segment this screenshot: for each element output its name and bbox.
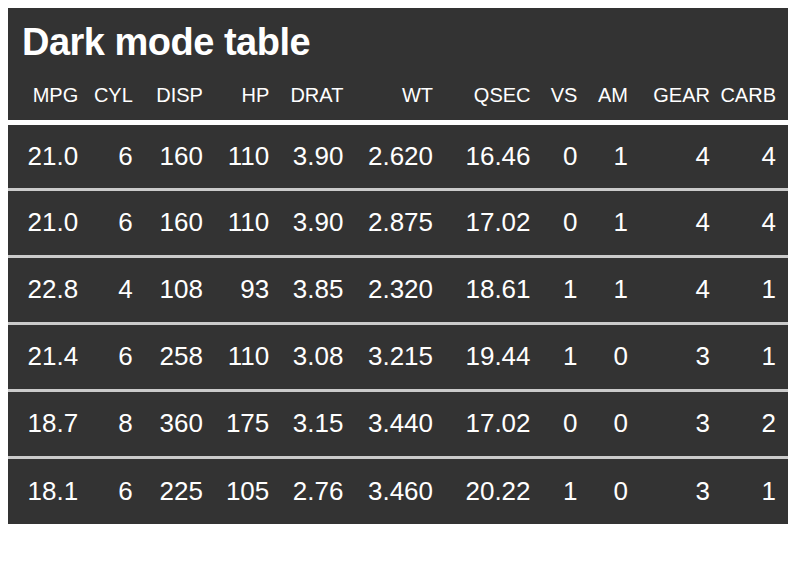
cell-cyl: 4: [78, 256, 133, 323]
cell-drat: 2.76: [269, 457, 343, 524]
cell-am: 0: [577, 323, 628, 390]
table-row: 21.462581103.083.21519.441031: [8, 323, 788, 390]
cell-wt: 3.215: [343, 323, 433, 390]
column-header-wt: WT: [343, 68, 433, 123]
data-table: MPGCYLDISPHPDRATWTQSECVSAMGEARCARB 21.06…: [8, 68, 788, 525]
cell-wt: 2.320: [343, 256, 433, 323]
cell-disp: 108: [133, 256, 203, 323]
cell-qsec: 18.61: [433, 256, 531, 323]
cell-carb: 4: [710, 122, 788, 189]
cell-vs: 0: [531, 189, 578, 256]
dark-mode-table-card: Dark mode table MPGCYLDISPHPDRATWTQSECVS…: [8, 8, 788, 524]
cell-gear: 3: [628, 457, 710, 524]
column-header-disp: DISP: [133, 68, 203, 123]
cell-gear: 4: [628, 189, 710, 256]
cell-carb: 2: [710, 390, 788, 457]
cell-hp: 105: [203, 457, 269, 524]
table-row: 18.162251052.763.46020.221031: [8, 457, 788, 524]
cell-gear: 4: [628, 122, 710, 189]
column-header-vs: VS: [531, 68, 578, 123]
cell-carb: 1: [710, 323, 788, 390]
cell-vs: 1: [531, 323, 578, 390]
table-title: Dark mode table: [8, 8, 788, 68]
cell-drat: 3.85: [269, 256, 343, 323]
column-header-hp: HP: [203, 68, 269, 123]
cell-qsec: 17.02: [433, 390, 531, 457]
cell-cyl: 6: [78, 457, 133, 524]
cell-hp: 110: [203, 189, 269, 256]
cell-qsec: 19.44: [433, 323, 531, 390]
cell-am: 1: [577, 189, 628, 256]
column-header-am: AM: [577, 68, 628, 123]
cell-drat: 3.90: [269, 122, 343, 189]
cell-hp: 110: [203, 323, 269, 390]
cell-mpg: 21.0: [8, 122, 78, 189]
cell-disp: 360: [133, 390, 203, 457]
column-header-drat: DRAT: [269, 68, 343, 123]
cell-vs: 0: [531, 390, 578, 457]
table-row: 21.061601103.902.87517.020144: [8, 189, 788, 256]
cell-cyl: 6: [78, 189, 133, 256]
cell-cyl: 8: [78, 390, 133, 457]
cell-wt: 2.620: [343, 122, 433, 189]
cell-wt: 3.460: [343, 457, 433, 524]
cell-carb: 4: [710, 189, 788, 256]
cell-gear: 3: [628, 323, 710, 390]
cell-mpg: 18.1: [8, 457, 78, 524]
cell-am: 0: [577, 457, 628, 524]
cell-disp: 160: [133, 189, 203, 256]
cell-mpg: 22.8: [8, 256, 78, 323]
cell-cyl: 6: [78, 122, 133, 189]
table-row: 21.061601103.902.62016.460144: [8, 122, 788, 189]
cell-disp: 160: [133, 122, 203, 189]
column-header-qsec: QSEC: [433, 68, 531, 123]
table-row: 22.84108933.852.32018.611141: [8, 256, 788, 323]
column-header-gear: GEAR: [628, 68, 710, 123]
cell-am: 1: [577, 256, 628, 323]
cell-qsec: 17.02: [433, 189, 531, 256]
column-header-cyl: CYL: [78, 68, 133, 123]
table-body: 21.061601103.902.62016.46014421.06160110…: [8, 122, 788, 524]
column-header-mpg: MPG: [8, 68, 78, 123]
header-row: MPGCYLDISPHPDRATWTQSECVSAMGEARCARB: [8, 68, 788, 123]
cell-am: 0: [577, 390, 628, 457]
table-row: 18.783601753.153.44017.020032: [8, 390, 788, 457]
cell-hp: 110: [203, 122, 269, 189]
cell-carb: 1: [710, 457, 788, 524]
cell-gear: 4: [628, 256, 710, 323]
cell-vs: 0: [531, 122, 578, 189]
cell-drat: 3.90: [269, 189, 343, 256]
cell-mpg: 18.7: [8, 390, 78, 457]
cell-wt: 3.440: [343, 390, 433, 457]
cell-hp: 175: [203, 390, 269, 457]
cell-cyl: 6: [78, 323, 133, 390]
cell-qsec: 20.22: [433, 457, 531, 524]
cell-gear: 3: [628, 390, 710, 457]
cell-carb: 1: [710, 256, 788, 323]
cell-am: 1: [577, 122, 628, 189]
cell-vs: 1: [531, 256, 578, 323]
cell-hp: 93: [203, 256, 269, 323]
cell-mpg: 21.4: [8, 323, 78, 390]
cell-drat: 3.08: [269, 323, 343, 390]
column-header-carb: CARB: [710, 68, 788, 123]
cell-mpg: 21.0: [8, 189, 78, 256]
cell-disp: 225: [133, 457, 203, 524]
cell-wt: 2.875: [343, 189, 433, 256]
cell-qsec: 16.46: [433, 122, 531, 189]
cell-vs: 1: [531, 457, 578, 524]
cell-drat: 3.15: [269, 390, 343, 457]
cell-disp: 258: [133, 323, 203, 390]
